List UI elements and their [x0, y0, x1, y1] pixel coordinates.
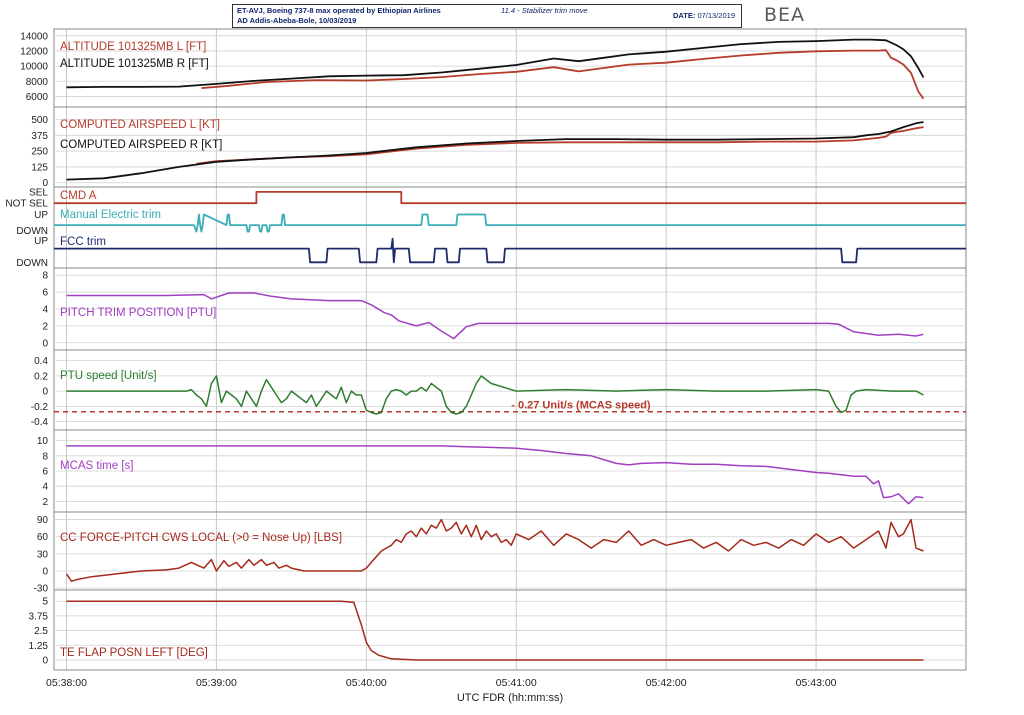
y-tick-label: SEL — [29, 187, 48, 198]
y-tick-label: 5 — [42, 597, 48, 608]
y-tick-label: -0.4 — [31, 417, 49, 428]
bea-logo: BEA — [764, 4, 806, 26]
y-tick-label: 0 — [42, 387, 48, 398]
y-tick-label: 90 — [37, 515, 49, 526]
series-label: COMPUTED AIRSPEED R [KT] — [60, 139, 222, 151]
series-line-cmd-a — [54, 190, 966, 205]
series-line-pitch-trim-position-ptu — [66, 292, 924, 340]
series-line-te-flap-posn-left-deg — [66, 600, 924, 661]
y-tick-label: 1.25 — [29, 641, 49, 652]
series-label: FCC trim — [60, 236, 106, 248]
x-tick-label: 05:40:00 — [346, 677, 387, 689]
y-tick-label: 0 — [42, 567, 48, 578]
y-tick-label: 250 — [31, 147, 48, 158]
date-value: 07/13/2019 — [697, 11, 735, 20]
y-tick-label: 375 — [31, 131, 48, 142]
y-tick-label: 6 — [42, 288, 48, 299]
figure-subtitle: 11.4 - Stabilizer trim move — [501, 6, 588, 15]
y-tick-label: 6 — [42, 467, 48, 478]
series-line-altitude-101325mb-l-ft — [201, 49, 925, 100]
series-label: ALTITUDE 101325MB R [FT] — [60, 58, 209, 70]
y-tick-label: 0.4 — [34, 356, 48, 367]
header-box: ET-AVJ, Boeing 737-8 max operated by Eth… — [232, 4, 742, 28]
x-tick-label: 05:43:00 — [796, 677, 837, 689]
y-tick-label: 3.75 — [29, 611, 49, 622]
y-tick-label: -0.2 — [31, 402, 49, 413]
y-tick-label: 0 — [42, 655, 48, 666]
y-tick-label: -30 — [34, 584, 49, 595]
series-label: CC FORCE-PITCH CWS LOCAL (>0 = Nose Up) … — [60, 532, 342, 544]
y-tick-label: UP — [34, 236, 48, 247]
series-line-mcas-time-s — [66, 445, 924, 505]
report-date: DATE: 07/13/2019 — [673, 11, 735, 20]
date-label: DATE: — [673, 11, 696, 20]
y-tick-label: 14000 — [20, 31, 48, 42]
y-tick-label: 125 — [31, 162, 48, 173]
x-tick-label: 05:39:00 — [196, 677, 237, 689]
series-line-ptu-speed-unit-s — [66, 375, 924, 415]
x-tick-label: 05:42:00 — [646, 677, 687, 689]
y-tick-label: 500 — [31, 115, 48, 126]
series-label: PTU speed [Unit/s] — [60, 370, 157, 382]
series-label: TE FLAP POSN LEFT [DEG] — [60, 647, 208, 659]
series-label: PITCH TRIM POSITION [PTU] — [60, 307, 216, 319]
panel-frame — [53, 511, 967, 591]
mcas-speed-reference-label: - 0.27 Unit/s (MCAS speed) — [511, 400, 651, 412]
y-tick-label: NOT SEL — [5, 199, 48, 210]
y-tick-label: 12000 — [20, 46, 48, 57]
y-tick-label: 8 — [42, 451, 48, 462]
series-label: COMPUTED AIRSPEED L [KT] — [60, 119, 220, 131]
series-line-computed-airspeed-r-kt — [66, 121, 924, 181]
y-tick-label: 2.5 — [34, 626, 48, 637]
panel-frame — [53, 589, 967, 671]
y-tick-label: 8 — [42, 271, 48, 282]
series-line-computed-airspeed-l-kt — [196, 126, 924, 165]
y-tick-label: 60 — [37, 532, 49, 543]
series-line-manual-electric-trim — [54, 213, 966, 233]
series-label: Manual Electric trim — [60, 209, 161, 221]
y-tick-label: 6000 — [26, 92, 49, 103]
y-tick-label: UP — [34, 210, 48, 221]
y-tick-label: 0 — [42, 178, 48, 189]
y-tick-label: 0 — [42, 338, 48, 349]
y-tick-label: 30 — [37, 549, 49, 560]
x-tick-label: 05:41:00 — [496, 677, 537, 689]
y-tick-label: DOWN — [16, 226, 48, 237]
series-label: ALTITUDE 101325MB L [FT] — [60, 41, 206, 53]
y-tick-label: 8000 — [26, 77, 49, 88]
series-label: CMD A — [60, 190, 97, 202]
y-tick-label: 4 — [42, 482, 48, 493]
y-tick-label: 10000 — [20, 62, 48, 73]
series-line-cc-force-pitch-cws-local-0-nose-up-lbs — [65, 518, 924, 583]
series-line-altitude-101325mb-r-ft — [66, 38, 925, 89]
panel-frame — [53, 186, 967, 269]
y-tick-label: 2 — [42, 321, 48, 332]
flight-location-date: AD Addis-Abeba-Bole, 10/03/2019 — [237, 16, 357, 25]
y-tick-label: 4 — [42, 305, 48, 316]
x-axis-label: UTC FDR (hh:mm:ss) — [457, 692, 563, 704]
y-tick-label: 0.2 — [34, 371, 48, 382]
x-tick-label: 05:38:00 — [46, 677, 87, 689]
series-label: MCAS time [s] — [60, 460, 133, 472]
flight-info: ET-AVJ, Boeing 737-8 max operated by Eth… — [237, 6, 441, 15]
y-tick-label: 2 — [42, 497, 48, 508]
y-tick-label: DOWN — [16, 258, 48, 269]
series-line-fcc-trim — [54, 237, 966, 264]
y-tick-label: 10 — [37, 436, 49, 447]
